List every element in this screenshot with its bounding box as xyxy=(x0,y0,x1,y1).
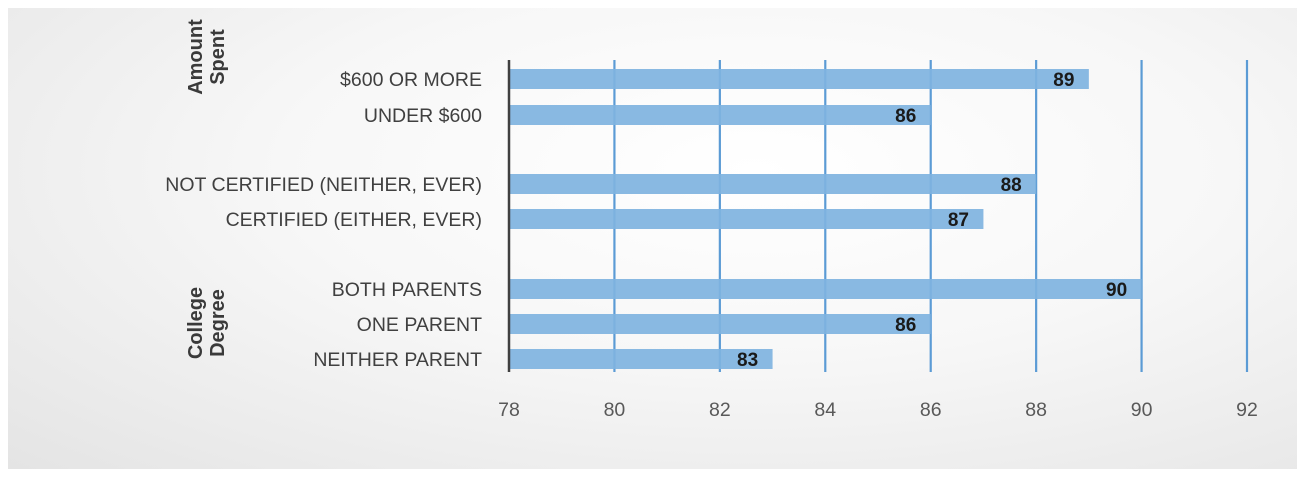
data-label: 83 xyxy=(737,350,758,371)
tick-label: 84 xyxy=(814,399,836,421)
category-label: NEITHER PARENT xyxy=(313,349,482,371)
bar xyxy=(509,314,931,334)
category-label: UNDER $600 xyxy=(364,105,482,127)
bars xyxy=(509,69,1142,369)
group-label: CollegeDegree xyxy=(185,287,229,359)
data-label: 87 xyxy=(948,210,969,231)
bar xyxy=(509,69,1089,89)
tick-label: 80 xyxy=(604,399,626,421)
data-label: 88 xyxy=(1001,175,1022,196)
value-axis-ticks: 78 80 82 84 86 88 90 92 xyxy=(498,399,1258,421)
category-label: CERTIFIED (EITHER, EVER) xyxy=(226,209,482,231)
group-label: AmountSpent xyxy=(185,19,229,95)
group-label-line: Spent xyxy=(207,29,229,85)
bar xyxy=(509,279,1142,299)
category-labels: $600 OR MORE UNDER $600 NOT CERTIFIED (NEI… xyxy=(165,69,482,371)
bar-chart: 78 80 82 84 86 88 90 92 $600 OR MORE UNDER $600 N… xyxy=(165,19,1258,421)
data-label: 90 xyxy=(1106,280,1127,301)
category-label: ONE PARENT xyxy=(357,314,482,336)
group-label-line: Degree xyxy=(207,289,229,357)
category-label: $600 OR MORE xyxy=(340,69,482,91)
group-labels: AmountSpent CollegeDegree xyxy=(185,19,229,359)
bar xyxy=(509,349,773,369)
tick-label: 86 xyxy=(920,399,942,421)
bar xyxy=(509,174,1037,194)
data-label: 86 xyxy=(895,106,916,127)
tick-label: 78 xyxy=(498,399,520,421)
group-label-line: Amount xyxy=(185,19,207,95)
category-label: NOT CERTIFIED (NEITHER, EVER) xyxy=(165,174,482,196)
tick-label: 92 xyxy=(1236,399,1258,421)
tick-label: 90 xyxy=(1131,399,1153,421)
bar xyxy=(509,105,931,125)
data-labels: 89 86 88 87 90 86 83 xyxy=(737,70,1127,371)
chart-area: 78 80 82 84 86 88 90 92 $600 OR MORE UNDER $600 N… xyxy=(8,8,1297,469)
bar xyxy=(509,209,984,229)
data-label: 86 xyxy=(895,315,916,336)
group-label-line: College xyxy=(185,287,207,359)
tick-label: 88 xyxy=(1025,399,1047,421)
data-label: 89 xyxy=(1053,70,1074,91)
category-label: BOTH PARENTS xyxy=(332,279,482,301)
tick-label: 82 xyxy=(709,399,731,421)
